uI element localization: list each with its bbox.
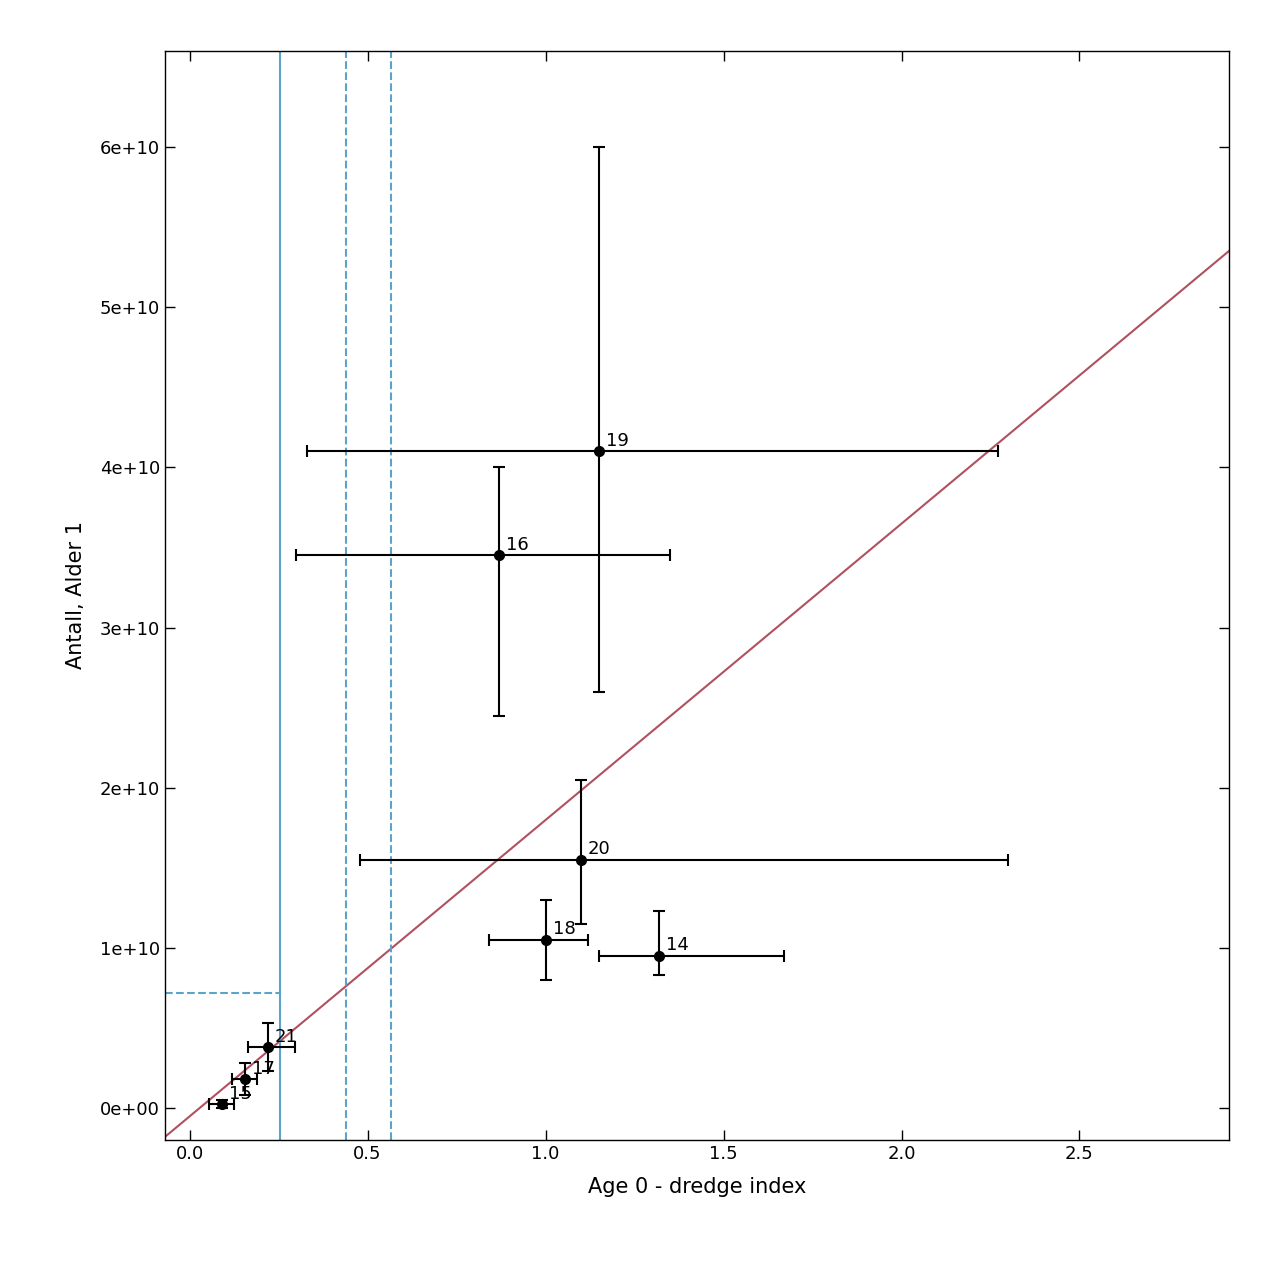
Text: 17: 17: [252, 1060, 275, 1078]
Text: 19: 19: [606, 432, 628, 450]
Text: 14: 14: [666, 936, 689, 954]
Text: 18: 18: [552, 920, 575, 939]
X-axis label: Age 0 - dredge index: Age 0 - dredge index: [588, 1177, 806, 1197]
Text: 20: 20: [588, 840, 611, 858]
Y-axis label: Antall, Alder 1: Antall, Alder 1: [66, 522, 86, 669]
Text: 15: 15: [228, 1085, 251, 1102]
Text: 16: 16: [507, 536, 530, 554]
Text: 21: 21: [275, 1028, 298, 1045]
